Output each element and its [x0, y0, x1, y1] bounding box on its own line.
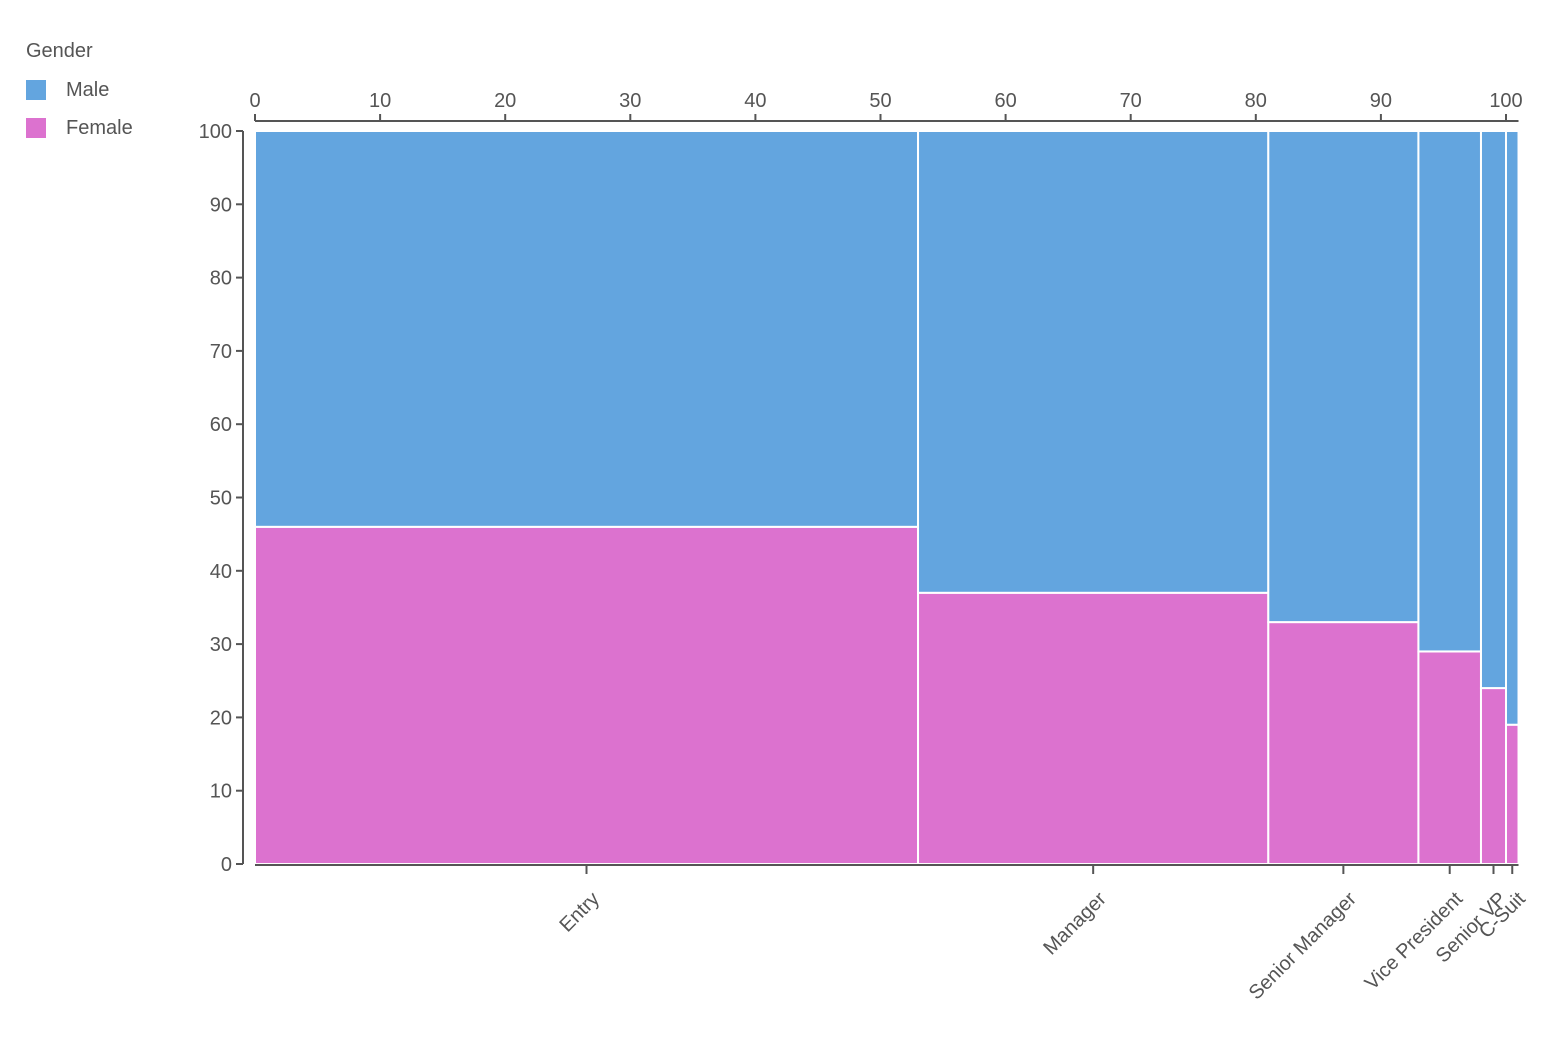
category-label: Manager: [1039, 888, 1111, 960]
y-tick-label: 80: [210, 268, 232, 290]
y-tick-label: 60: [210, 414, 232, 436]
x-tick-label: 90: [1370, 90, 1392, 112]
y-tick-label: 50: [210, 488, 232, 510]
legend-item-female[interactable]: Female: [26, 109, 133, 147]
bar-female-2[interactable]: [1267, 621, 1420, 865]
bar-male-1[interactable]: [917, 130, 1270, 594]
x-tick-label: 30: [619, 90, 641, 112]
x-tick-label: 80: [1245, 90, 1267, 112]
legend-label-male: Male: [66, 78, 110, 101]
x-tick-label: 20: [494, 90, 516, 112]
y-tick-label: 10: [210, 781, 232, 803]
bar-male-3[interactable]: [1417, 130, 1482, 653]
y-tick-label: 100: [199, 121, 232, 143]
female-swatch-icon: [26, 118, 46, 138]
bar-male-0[interactable]: [254, 130, 920, 528]
y-tick-label: 0: [221, 854, 232, 876]
x-tick-label: 10: [369, 90, 391, 112]
legend-item-male[interactable]: Male: [26, 71, 133, 109]
x-tick-label: 60: [994, 90, 1016, 112]
y-tick-label: 20: [210, 707, 232, 729]
bar-female-0[interactable]: [254, 525, 920, 865]
bar-male-4[interactable]: [1479, 130, 1507, 690]
x-tick-label: 50: [869, 90, 891, 112]
bar-male-2[interactable]: [1267, 130, 1420, 624]
bar-female-4[interactable]: [1479, 687, 1507, 866]
x-tick-label: 100: [1489, 90, 1522, 112]
bar-female-3[interactable]: [1417, 650, 1482, 865]
y-tick-label: 70: [210, 341, 232, 363]
bar-male-5[interactable]: [1505, 130, 1520, 726]
legend: Gender Male Female: [26, 40, 133, 147]
bar-female-1[interactable]: [917, 591, 1270, 865]
category-label: Senior Manager: [1245, 888, 1361, 1004]
y-tick-label: 40: [210, 561, 232, 583]
x-tick-label: 70: [1120, 90, 1142, 112]
male-swatch-icon: [26, 80, 46, 100]
x-tick-label: 40: [744, 90, 766, 112]
x-tick-label: 0: [249, 90, 260, 112]
y-tick-label: 30: [210, 634, 232, 656]
bar-female-5[interactable]: [1505, 723, 1520, 865]
legend-title: Gender: [26, 40, 93, 62]
legend-label-female: Female: [66, 116, 133, 139]
category-label: Entry: [555, 888, 604, 937]
y-tick-label: 90: [210, 194, 232, 216]
